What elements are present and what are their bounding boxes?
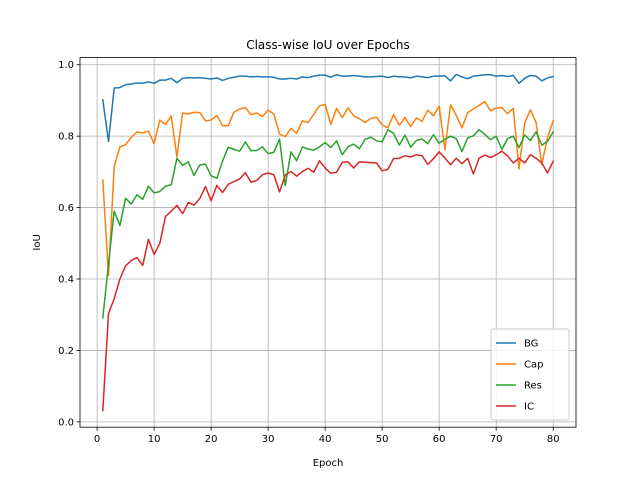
series-line-cap <box>102 100 555 277</box>
y-tick-label: 0.6 <box>58 203 74 214</box>
x-tick-label: 0 <box>94 434 100 445</box>
legend: BG Cap Res IC <box>490 328 570 421</box>
y-tick-label: 0.4 <box>58 275 74 286</box>
x-tick-label: 80 <box>547 434 560 445</box>
y-axis-label: IoU <box>32 234 43 250</box>
axis-ticks: 0 10 20 30 40 50 60 70 80 0.0 0.2 0.4 0.6 0.8 1.0 <box>58 60 559 445</box>
y-tick-label: 1.0 <box>58 60 74 71</box>
y-tick-label: 0.0 <box>58 417 74 428</box>
series-line-ic <box>102 150 555 412</box>
x-axis-label: Epoch <box>313 458 344 469</box>
x-tick-label: 60 <box>433 434 446 445</box>
x-tick-label: 30 <box>262 434 275 445</box>
y-tick-label: 0.2 <box>58 346 74 357</box>
x-tick-label: 20 <box>205 434 218 445</box>
legend-label-res: Res <box>524 381 542 392</box>
legend-frame <box>490 328 570 421</box>
x-tick-label: 10 <box>148 434 161 445</box>
series-line-bg <box>101 73 555 143</box>
legend-label-bg: BG <box>524 339 538 350</box>
x-tick-label: 50 <box>376 434 389 445</box>
legend-label-cap: Cap <box>524 360 543 371</box>
series-lines <box>101 73 555 412</box>
legend-label-ic: IC <box>524 402 534 413</box>
y-tick-label: 0.8 <box>58 132 74 143</box>
x-tick-label: 40 <box>319 434 332 445</box>
series-line-res <box>101 128 555 319</box>
x-tick-label: 70 <box>490 434 503 445</box>
chart-title: Class-wise IoU over Epochs <box>246 38 410 52</box>
plot-frame <box>79 57 577 428</box>
